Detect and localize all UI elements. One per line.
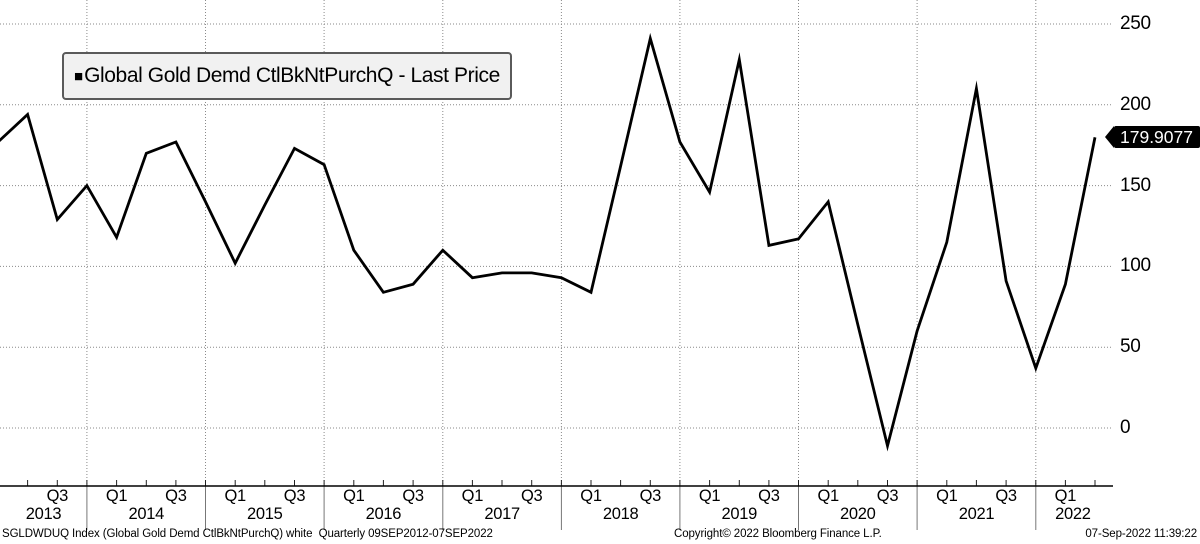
legend-bullet-icon: ■ — [74, 67, 84, 85]
x-axis-quarter-label: Q3 — [639, 487, 662, 505]
x-axis-quarter-label: Q3 — [165, 487, 187, 505]
x-axis-year-label: 2022 — [1055, 505, 1091, 523]
x-axis-year-label: 2013 — [25, 505, 62, 523]
x-axis-quarter-label: Q3 — [402, 487, 424, 505]
x-axis-quarter-label: Q3 — [46, 487, 69, 505]
x-axis-quarter-label: Q3 — [758, 487, 780, 505]
x-axis-year-label: 2021 — [958, 505, 995, 523]
x-axis-quarter-label: Q1 — [580, 487, 602, 505]
x-axis-quarter-label: Q1 — [936, 487, 958, 505]
x-axis-quarter-label: Q1 — [224, 487, 246, 505]
x-axis-year-label: 2019 — [721, 505, 758, 523]
x-axis-year-label: 2020 — [840, 505, 876, 523]
x-axis-year-label: 2015 — [247, 505, 283, 523]
x-axis-quarter-label: Q3 — [283, 487, 306, 505]
footer: SGLDWDUQ Index (Global Gold Demd CtlBkNt… — [0, 528, 1200, 544]
y-axis-tick-label: 50 — [1120, 336, 1141, 358]
x-axis-quarter-label: Q3 — [876, 487, 899, 505]
last-price-tag: 179.9077 — [1105, 126, 1200, 148]
footer-ticker-info: SGLDWDUQ Index (Global Gold Demd CtlBkNt… — [2, 528, 493, 540]
y-axis-tick-label: 100 — [1120, 255, 1151, 277]
x-axis-year-label: 2014 — [128, 505, 165, 523]
x-axis-quarter-label: Q1 — [698, 487, 721, 505]
y-axis-tick-label: 250 — [1120, 13, 1151, 34]
x-axis-year-label: 2018 — [602, 505, 639, 523]
x-axis-quarter-label: Q1 — [817, 487, 839, 505]
legend-series-label: Global Gold Demd CtlBkNtPurchQ - Last Pr… — [84, 64, 500, 87]
y-axis-tick-label: 150 — [1120, 174, 1151, 196]
x-axis-year-label: 2016 — [365, 505, 402, 523]
x-axis-quarter-label: Q1 — [1054, 487, 1077, 505]
last-price-value: 179.9077 — [1120, 127, 1193, 147]
x-axis-quarter-label: Q1 — [105, 487, 128, 505]
legend-box[interactable]: ■ Global Gold Demd CtlBkNtPurchQ - Last … — [62, 52, 512, 100]
x-axis-quarter-label: Q3 — [520, 487, 543, 505]
y-axis-tick-label: 200 — [1120, 93, 1151, 115]
footer-copyright: Copyright© 2022 Bloomberg Finance L.P. — [674, 528, 882, 540]
x-axis-quarter-label: Q1 — [461, 487, 484, 505]
footer-timestamp: 07-Sep-2022 11:39:22 — [1085, 528, 1197, 540]
y-axis-tick-label: 0 — [1120, 417, 1131, 438]
x-axis-quarter-label: Q3 — [995, 487, 1017, 505]
x-axis-year-label: 2017 — [484, 505, 520, 523]
x-axis-quarter-label: Q1 — [343, 487, 365, 505]
